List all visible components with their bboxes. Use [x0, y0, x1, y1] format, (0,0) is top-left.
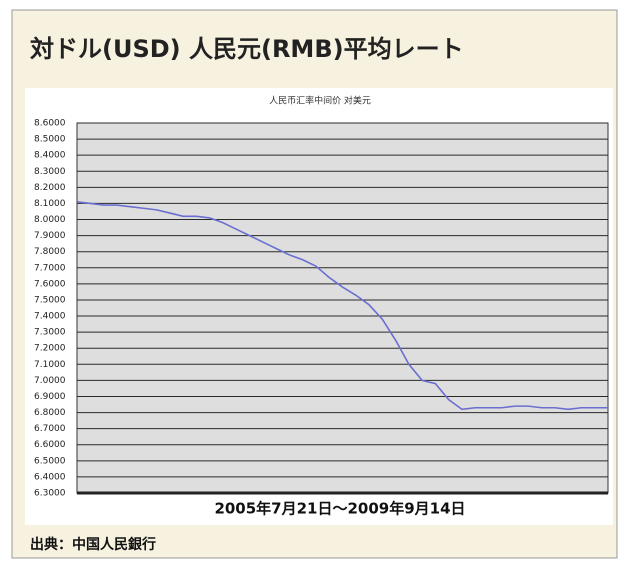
y-tick-label: 6.5000	[34, 456, 66, 466]
plot-area	[76, 122, 609, 494]
y-tick-label: 8.4000	[34, 151, 66, 161]
source: 出典：中国人民銀行	[30, 536, 156, 553]
y-tick-label: 8.5000	[34, 135, 66, 145]
y-tick-label: 8.0000	[34, 215, 66, 225]
y-tick-label: 7.1000	[34, 360, 66, 370]
chart-title: 対ドル(USD) 人民元(RMB)平均レート	[30, 35, 464, 63]
y-tick-label: 7.2000	[34, 344, 66, 354]
y-tick-label: 7.8000	[34, 247, 66, 257]
y-tick-label: 8.2000	[34, 183, 66, 193]
x-axis-label: 2005年7月21日～2009年9月14日	[214, 500, 465, 518]
y-tick-label: 6.7000	[34, 424, 66, 434]
y-tick-label: 6.4000	[34, 472, 66, 482]
y-tick-label: 7.0000	[34, 376, 66, 386]
y-tick-label: 7.7000	[34, 263, 66, 273]
y-tick-label: 7.5000	[34, 295, 66, 305]
y-tick-label: 6.9000	[34, 392, 66, 402]
line-series	[76, 201, 608, 411]
y-tick-label: 6.8000	[34, 408, 66, 418]
y-tick-label: 8.6000	[34, 119, 66, 129]
y-tick-label: 6.6000	[34, 440, 66, 450]
chart-subtitle: 人民币汇率中间价 对美元	[269, 95, 371, 107]
y-tick-label: 7.6000	[34, 279, 66, 289]
y-tick-label: 7.4000	[34, 312, 66, 322]
y-tick-label: 8.3000	[34, 167, 66, 177]
y-tick-label: 8.1000	[34, 199, 66, 209]
y-tick-label: 7.3000	[34, 328, 66, 338]
y-tick-label: 7.9000	[34, 231, 66, 241]
y-tick-label: 6.3000	[34, 489, 66, 499]
